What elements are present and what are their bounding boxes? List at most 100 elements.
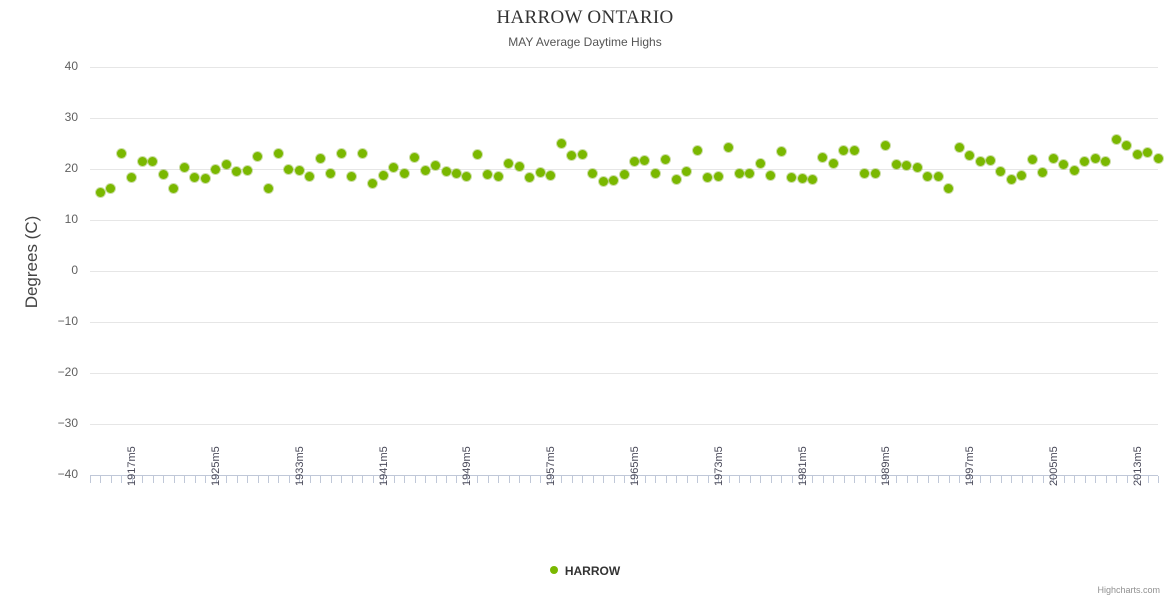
data-point[interactable]	[378, 171, 388, 181]
data-point[interactable]	[588, 169, 598, 179]
data-point[interactable]	[776, 146, 786, 156]
data-point[interactable]	[745, 169, 755, 179]
data-point[interactable]	[954, 143, 964, 153]
data-point[interactable]	[315, 154, 325, 164]
data-point[interactable]	[1090, 154, 1100, 164]
data-point[interactable]	[640, 155, 650, 165]
data-point[interactable]	[389, 162, 399, 172]
data-point[interactable]	[1153, 153, 1163, 163]
data-point[interactable]	[368, 178, 378, 188]
data-point[interactable]	[242, 165, 252, 175]
data-point[interactable]	[211, 164, 221, 174]
data-point[interactable]	[1038, 168, 1048, 178]
data-point[interactable]	[881, 141, 891, 151]
data-point[interactable]	[787, 173, 797, 183]
data-point[interactable]	[828, 159, 838, 169]
data-point[interactable]	[221, 160, 231, 170]
data-point[interactable]	[629, 157, 639, 167]
data-point[interactable]	[860, 168, 870, 178]
data-point[interactable]	[273, 149, 283, 159]
data-point[interactable]	[703, 172, 713, 182]
data-point[interactable]	[116, 148, 126, 158]
data-point[interactable]	[1101, 157, 1111, 167]
data-point[interactable]	[1006, 174, 1016, 184]
data-point[interactable]	[546, 171, 556, 181]
data-point[interactable]	[179, 162, 189, 172]
data-point[interactable]	[451, 169, 461, 179]
data-point[interactable]	[650, 168, 660, 178]
data-point[interactable]	[137, 157, 147, 167]
data-point[interactable]	[577, 149, 587, 159]
data-point[interactable]	[724, 143, 734, 153]
data-point[interactable]	[1027, 154, 1037, 164]
data-point[interactable]	[294, 165, 304, 175]
data-point[interactable]	[336, 148, 346, 158]
data-point[interactable]	[556, 139, 566, 148]
data-point[interactable]	[818, 152, 828, 162]
data-point[interactable]	[420, 166, 430, 176]
data-point[interactable]	[431, 161, 441, 171]
data-point[interactable]	[807, 174, 817, 184]
data-point[interactable]	[923, 171, 933, 181]
data-point[interactable]	[996, 166, 1006, 176]
data-point[interactable]	[493, 171, 503, 181]
data-point[interactable]	[399, 168, 409, 178]
data-point[interactable]	[902, 161, 912, 171]
data-point[interactable]	[985, 156, 995, 166]
data-point[interactable]	[849, 145, 859, 155]
data-point[interactable]	[514, 161, 524, 171]
data-point[interactable]	[441, 167, 451, 177]
data-point[interactable]	[671, 174, 681, 184]
data-point[interactable]	[127, 172, 137, 182]
data-point[interactable]	[682, 166, 692, 176]
data-point[interactable]	[263, 184, 273, 194]
data-point[interactable]	[504, 159, 514, 169]
data-point[interactable]	[158, 169, 168, 179]
data-point[interactable]	[839, 146, 849, 156]
data-point[interactable]	[253, 151, 263, 161]
data-point[interactable]	[284, 165, 294, 174]
data-point[interactable]	[232, 167, 242, 177]
data-point[interactable]	[975, 157, 985, 167]
data-point[interactable]	[483, 170, 493, 180]
data-point[interactable]	[347, 172, 357, 182]
legend-item-harrow[interactable]: HARROW	[549, 563, 620, 578]
data-point[interactable]	[525, 172, 535, 182]
data-point[interactable]	[1048, 154, 1058, 164]
data-point[interactable]	[95, 187, 105, 197]
data-point[interactable]	[912, 162, 922, 172]
data-point[interactable]	[148, 156, 158, 166]
data-point[interactable]	[598, 176, 608, 186]
data-point[interactable]	[1143, 147, 1153, 157]
data-point[interactable]	[410, 153, 420, 163]
data-point[interactable]	[472, 150, 482, 160]
data-point[interactable]	[713, 171, 723, 181]
data-point[interactable]	[169, 183, 179, 193]
data-point[interactable]	[609, 175, 619, 185]
data-point[interactable]	[797, 174, 807, 184]
data-point[interactable]	[619, 170, 629, 180]
credits-label[interactable]: Highcharts.com	[1097, 585, 1160, 595]
data-point[interactable]	[965, 150, 975, 160]
data-point[interactable]	[891, 159, 901, 169]
data-point[interactable]	[944, 184, 954, 194]
data-point[interactable]	[1069, 165, 1079, 175]
data-point[interactable]	[357, 149, 367, 159]
data-point[interactable]	[1111, 135, 1121, 145]
data-point[interactable]	[190, 173, 200, 183]
data-point[interactable]	[1017, 171, 1027, 181]
data-point[interactable]	[933, 172, 943, 182]
data-point[interactable]	[567, 150, 577, 160]
data-point[interactable]	[326, 169, 336, 179]
data-point[interactable]	[1132, 149, 1142, 159]
data-point[interactable]	[1080, 156, 1090, 166]
data-point[interactable]	[462, 172, 472, 182]
data-point[interactable]	[106, 183, 116, 193]
data-point[interactable]	[200, 174, 210, 184]
data-point[interactable]	[661, 154, 671, 164]
data-point[interactable]	[305, 171, 315, 181]
data-point[interactable]	[692, 145, 702, 155]
data-point[interactable]	[535, 168, 545, 178]
data-point[interactable]	[734, 168, 744, 178]
data-point[interactable]	[1059, 159, 1069, 169]
